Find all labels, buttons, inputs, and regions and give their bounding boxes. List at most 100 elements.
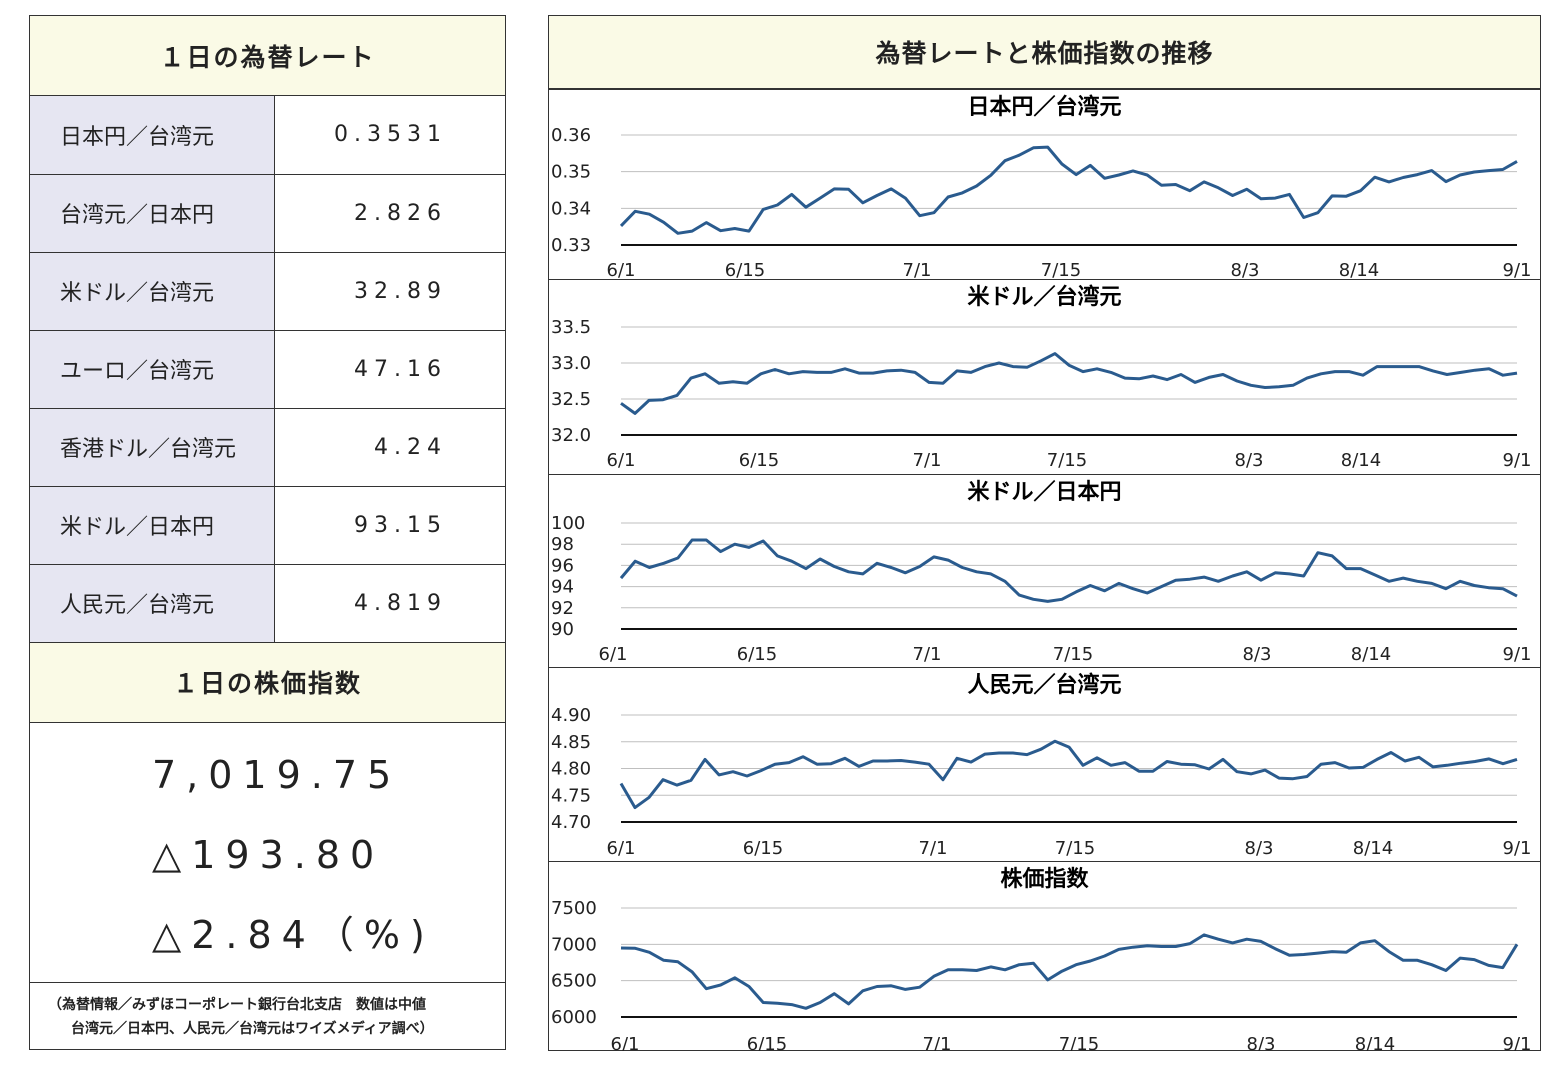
rate-value: 93.15 (274, 486, 505, 565)
y-tick-label: 100 (551, 513, 585, 534)
chart-title: 人民元／台湾元 (967, 672, 1121, 698)
series-line (620, 352, 1518, 415)
rate-pair-label: 米ドル／台湾元 (30, 252, 275, 331)
rate-row: 米ドル／台湾元 32.89 (30, 252, 505, 331)
stock-index-box: 7,019.75 △193.80 △2.84（%) (30, 723, 505, 983)
chart-svg: 人民元／台湾元 4.70 4.75 4.80 4.85 4.90 6/1 6/15 7/1 7/1… (551, 672, 1532, 859)
chart-title: 米ドル／日本円 (967, 480, 1121, 505)
x-tick-label: 9/1 (1503, 1034, 1532, 1051)
x-tick-label: 9/1 (1503, 838, 1532, 859)
exchange-rate-panel: １日の為替レート 日本円／台湾元 0.3531 台湾元／日本円 2.826 米ドル／台湾… (29, 15, 506, 1050)
x-tick-label: 7/15 (1059, 1034, 1099, 1051)
x-tick-label: 6/15 (743, 838, 783, 859)
rate-value: 47.16 (274, 330, 505, 409)
y-tick-label: 6500 (551, 971, 597, 992)
x-tick-label: 7/1 (923, 1034, 952, 1051)
y-tick-label: 0.36 (551, 125, 591, 146)
chart-panel: 米ドル／台湾元 32.0 32.5 33.0 33.5 6/1 6/15 7/1 7/15 8/3… (549, 279, 1540, 474)
rate-value: 4.819 (274, 564, 505, 643)
x-tick-label: 7/15 (1053, 644, 1093, 665)
chart-svg: 株価指数 6000 6500 7000 7500 6/1 6/15 7/1 7/15 8/3 8/1… (551, 866, 1532, 1051)
source-note-line1: （為替情報／みずほコーポレート銀行台北支店 数値は中値 (48, 996, 426, 1013)
rate-pair-label: 台湾元／日本円 (30, 174, 275, 253)
stock-index-change-pct: △2.84（%) (152, 912, 435, 957)
y-tick-label: 33.0 (551, 353, 591, 374)
rate-value: 32.89 (274, 252, 505, 331)
y-tick-label: 92 (551, 598, 574, 619)
x-tick-label: 8/14 (1339, 260, 1379, 279)
chart-svg: 日本円／台湾元 0.33 0.34 0.35 0.36 6/1 6/15 7/1 7/15 8/3… (551, 94, 1532, 279)
x-tick-label: 8/3 (1247, 1034, 1276, 1051)
trend-charts-panel: 為替レートと株価指数の推移 日本円／台湾元 0.33 0.34 0.35 0.36 6/1… (548, 15, 1541, 1051)
x-tick-label: 7/15 (1047, 450, 1087, 471)
x-tick-label: 6/1 (607, 260, 636, 279)
x-tick-label: 6/15 (739, 450, 779, 471)
y-tick-label: 96 (551, 555, 574, 576)
chart-title: 日本円／台湾元 (967, 94, 1121, 120)
x-tick-label: 8/14 (1353, 838, 1393, 859)
x-tick-label: 7/1 (903, 260, 932, 279)
x-tick-label: 9/1 (1503, 260, 1532, 279)
y-tick-label: 33.5 (551, 317, 591, 338)
series-line (620, 933, 1519, 1010)
chart-svg: 米ドル／台湾元 32.0 32.5 33.0 33.5 6/1 6/15 7/1 7/15 8/3… (551, 284, 1532, 471)
rate-row: ユーロ／台湾元 47.16 (30, 330, 505, 409)
y-tick-label: 32.5 (551, 389, 591, 410)
x-tick-label: 9/1 (1503, 450, 1532, 471)
y-tick-label: 4.75 (551, 785, 591, 806)
y-tick-label: 94 (551, 577, 574, 598)
rate-value: 0.3531 (274, 96, 505, 175)
rate-value: 4.24 (274, 408, 505, 487)
x-tick-label: 8/3 (1245, 838, 1274, 859)
chart-panel: 株価指数 6000 6500 7000 7500 6/1 6/15 7/1 7/15 8/3 8/1… (549, 861, 1540, 1051)
rate-row: 香港ドル／台湾元 4.24 (30, 408, 505, 487)
y-tick-label: 98 (551, 534, 574, 555)
stock-panel-title: １日の株価指数 (30, 642, 505, 723)
rate-pair-label: 日本円／台湾元 (30, 96, 275, 175)
rate-pair-label: 香港ドル／台湾元 (30, 408, 275, 487)
y-tick-label: 32.0 (551, 425, 591, 446)
chart-panel: 米ドル／日本円 90 92 94 96 98 100 6/1 6/15 7/1 7/15 8/3 8/1… (549, 474, 1540, 667)
y-tick-label: 7500 (551, 898, 597, 919)
rate-row: 台湾元／日本円 2.826 (30, 174, 505, 253)
chart-panel: 人民元／台湾元 4.70 4.75 4.80 4.85 4.90 6/1 6/15 7/1 7/1… (549, 667, 1540, 861)
trend-panel-title: 為替レートと株価指数の推移 (549, 16, 1540, 89)
y-tick-label: 90 (551, 619, 574, 640)
y-tick-label: 0.34 (551, 198, 591, 219)
x-tick-label: 6/1 (607, 838, 636, 859)
rate-row: 人民元／台湾元 4.819 (30, 564, 505, 643)
x-tick-label: 7/1 (913, 450, 942, 471)
chart-title: 米ドル／台湾元 (967, 284, 1121, 310)
rate-pair-label: ユーロ／台湾元 (30, 330, 275, 409)
y-tick-label: 7000 (551, 934, 597, 955)
x-tick-label: 7/1 (913, 644, 942, 665)
rate-row: 米ドル／日本円 93.15 (30, 486, 505, 565)
x-tick-label: 7/15 (1055, 838, 1095, 859)
rate-pair-label: 米ドル／日本円 (30, 486, 275, 565)
x-tick-label: 6/1 (607, 450, 636, 471)
rate-table: 日本円／台湾元 0.3531 台湾元／日本円 2.826 米ドル／台湾元 32.89 ユーロ… (30, 96, 505, 643)
rate-panel-title: １日の為替レート (30, 16, 505, 96)
x-tick-label: 8/14 (1355, 1034, 1395, 1051)
y-tick-label: 0.33 (551, 235, 591, 256)
x-tick-label: 8/14 (1341, 450, 1381, 471)
y-tick-label: 4.70 (551, 812, 591, 833)
x-tick-label: 8/3 (1243, 644, 1272, 665)
rate-row: 日本円／台湾元 0.3531 (30, 96, 505, 175)
rate-value: 2.826 (274, 174, 505, 253)
source-note: （為替情報／みずほコーポレート銀行台北支店 数値は中値 台湾元／日本円、人民元／… (30, 983, 505, 1041)
stock-index-change: △193.80 (152, 832, 385, 877)
x-tick-label: 6/15 (725, 260, 765, 279)
x-tick-label: 7/15 (1041, 260, 1081, 279)
x-tick-label: 8/3 (1231, 260, 1260, 279)
y-tick-label: 6000 (551, 1007, 597, 1028)
y-tick-label: 4.90 (551, 705, 591, 726)
rate-pair-label: 人民元／台湾元 (30, 564, 275, 643)
series-line (619, 145, 1518, 235)
x-tick-label: 6/1 (611, 1034, 640, 1051)
y-tick-label: 4.85 (551, 732, 591, 753)
x-tick-label: 6/1 (599, 644, 628, 665)
source-note-line2: 台湾元／日本円、人民元／台湾元はワイズメディア調べ） (71, 1020, 434, 1037)
x-tick-label: 6/15 (737, 644, 777, 665)
